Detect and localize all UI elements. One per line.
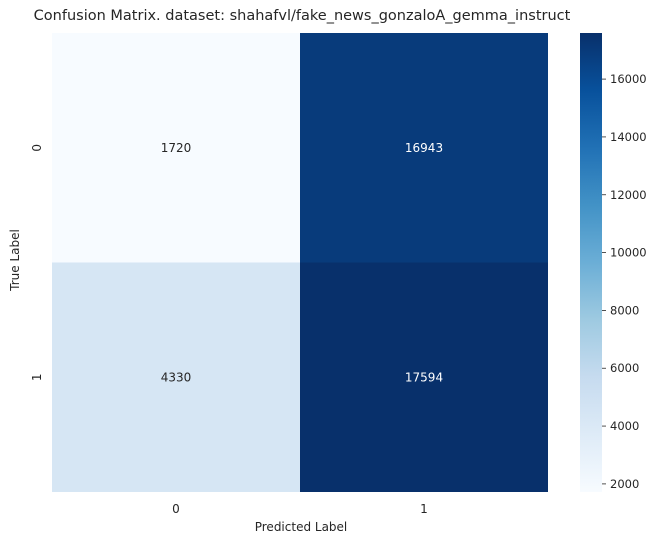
colorbar [580,33,602,492]
heatmap-cell-1-0 [52,262,300,492]
x-tick-label: 1 [420,502,428,516]
y-axis-label: True Label [8,229,22,292]
colorbar-tick-label: 14000 [610,130,647,144]
colorbar-ticks: 2000 4000 6000 8000 10000 12000 14000 16000 [602,72,647,491]
cell-value-1-1: 17594 [405,370,443,384]
y-axis-ticks: 01 [30,144,44,381]
colorbar-tick-label: 2000 [610,477,639,491]
chart-title: Confusion Matrix. dataset: shahafvl/fake… [34,8,571,24]
cell-value-1-0: 4330 [161,370,192,384]
y-tick-label: 1 [30,373,44,381]
colorbar-tick-label: 16000 [610,72,647,86]
heatmap-cell-1-1 [300,262,548,492]
colorbar-tick-label: 10000 [610,246,647,260]
heatmap-cells: 1720 16943 4330 17594 [52,33,548,492]
x-tick-label: 0 [172,502,180,516]
heatmap-cell-0-1 [300,33,548,263]
colorbar-tick-label: 8000 [610,303,639,317]
cell-value-0-0: 1720 [161,141,192,155]
y-tick-label: 0 [30,144,44,152]
heatmap-cell-0-0 [52,33,300,263]
cell-value-0-1: 16943 [405,141,443,155]
colorbar-tick-label: 4000 [610,419,639,433]
colorbar-tick-label: 6000 [610,361,639,375]
colorbar-tick-label: 12000 [610,188,647,202]
x-axis-label: Predicted Label [255,520,348,534]
